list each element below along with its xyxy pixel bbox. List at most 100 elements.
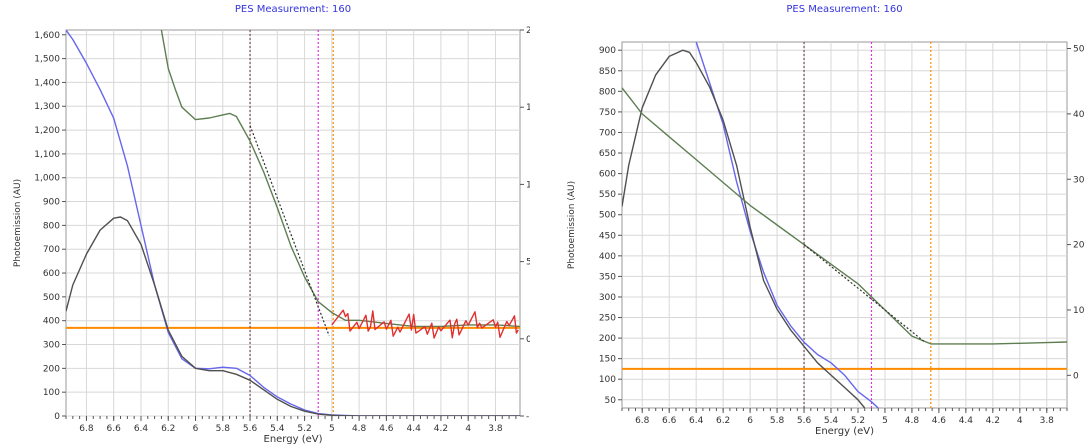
chart-title: PES Measurement: 160 (235, 4, 351, 15)
y-tick-label: 1,500 (34, 55, 60, 65)
series-line (160, 30, 520, 328)
series-line (622, 87, 1067, 345)
y2-tick-label: 15 (526, 103, 530, 113)
y-tick-label: 650 (599, 149, 616, 159)
y-tick-label: 0 (54, 412, 60, 422)
plot-area (621, 41, 1068, 409)
x-tick-label: 5.8 (770, 416, 785, 426)
x-tick-label: 5.6 (243, 424, 258, 434)
y2-tick-label: 40 (1073, 110, 1085, 120)
x-tick-label: 4 (1017, 416, 1023, 426)
y-axis-label: Photoemission (AU) (13, 179, 23, 267)
y-tick-label: 450 (599, 231, 616, 241)
y-tick-label: 700 (43, 245, 60, 255)
y2-tick-label: 0 (526, 335, 530, 345)
y-tick-label: 400 (599, 252, 616, 262)
y2-tick-label: 10 (1073, 306, 1085, 316)
x-tick-label: 6.6 (662, 416, 677, 426)
y-tick-label: 500 (599, 211, 616, 221)
series-line (622, 49, 866, 408)
series-line (695, 42, 879, 408)
y-tick-label: 150 (599, 355, 616, 365)
y-tick-label: 300 (43, 341, 60, 351)
y-tick-label: 250 (599, 314, 616, 324)
y-tick-label: 550 (599, 190, 616, 200)
x-tick-label: 6.4 (689, 416, 704, 426)
y-tick-label: 50 (605, 396, 617, 406)
y-tick-label: 900 (599, 46, 616, 56)
x-tick-label: 6 (193, 424, 199, 434)
x-tick-label: 6.4 (134, 424, 149, 434)
y-tick-label: 200 (599, 334, 616, 344)
y-tick-label: 1,400 (34, 78, 60, 88)
x-tick-label: 6.2 (161, 424, 175, 434)
chart-title: PES Measurement: 160 (786, 4, 902, 15)
y-tick-label: 800 (43, 221, 60, 231)
plot-area (65, 29, 521, 417)
chart-left: 6.8 6.6 6.4 6.2 6 5.8 5.6 5.4 5.2 5 4.8 4.6 4.4 4.2 4 3… (13, 4, 530, 444)
y-tick-label: 600 (43, 269, 60, 279)
x-tick-label: 5.6 (797, 416, 812, 426)
y-tick-label: 1,000 (34, 174, 60, 184)
y2-tick-label: 20 (526, 26, 530, 36)
y-tick-label: 1,600 (34, 31, 60, 41)
y2-tick-label: 0 (1073, 371, 1079, 381)
x-tick-label: 6 (747, 416, 753, 426)
y-axis-label: Photoemission (AU) (567, 181, 577, 269)
chart-right: 6.8 6.6 6.4 6.2 6 5.8 5.6 5.4 5.2 5 4.8 4.6 4.4 4.2 4 3… (567, 4, 1085, 437)
plot-content (66, 30, 520, 416)
series-line (66, 30, 520, 416)
x-tick-label: 4.6 (379, 424, 394, 434)
y-tick-label: 1,200 (34, 126, 60, 136)
x-tick-label: 4.4 (406, 424, 421, 434)
y2-tick-label: 30 (1073, 175, 1085, 185)
gap (530, 0, 562, 444)
y-tick-label: 500 (43, 293, 60, 303)
y-tick-label: 350 (599, 272, 616, 282)
x-tick-label: 6.8 (635, 416, 650, 426)
grid (622, 42, 1067, 408)
y-tick-label: 850 (599, 67, 616, 77)
y-tick-label: 100 (599, 375, 616, 385)
y-tick-label: 100 (43, 388, 60, 398)
y-tick-label: 1,300 (34, 102, 60, 112)
y2-tick-label: 5 (526, 258, 530, 268)
y-tick-label: 700 (599, 128, 616, 138)
x-tick-label: 5.4 (270, 424, 285, 434)
x-tick-label: 5.4 (824, 416, 839, 426)
x-tick-label: 4.8 (905, 416, 920, 426)
plot-content (622, 42, 1067, 408)
x-tick-label: 6.2 (716, 416, 730, 426)
y-tick-label: 200 (43, 364, 60, 374)
x-tick-label: 5.2 (297, 424, 311, 434)
y2-tick-label: 20 (1073, 241, 1085, 251)
y-tick-label: 400 (43, 317, 60, 327)
x-tick-label: 5.8 (216, 424, 231, 434)
y2-tick-label: -5 (526, 412, 530, 422)
y2-tick-label: 10 (526, 180, 530, 190)
x-axis-label: Energy (eV) (815, 426, 874, 437)
y-tick-label: 750 (599, 108, 616, 118)
x-tick-label: 5 (329, 424, 335, 434)
x-tick-label: 4 (465, 424, 471, 434)
y-tick-label: 800 (599, 87, 616, 97)
x-tick-label: 6.6 (107, 424, 122, 434)
series-line (66, 216, 520, 416)
x-tick-label: 5.2 (851, 416, 865, 426)
x-tick-label: 4.8 (352, 424, 367, 434)
x-tick-label: 4.2 (986, 416, 1000, 426)
series-line (249, 125, 330, 336)
x-tick-label: 3.8 (1040, 416, 1055, 426)
y-tick-label: 900 (43, 198, 60, 208)
y2-tick-label: 50 (1073, 45, 1085, 55)
x-tick-label: 4.4 (959, 416, 974, 426)
x-tick-label: 3.8 (488, 424, 503, 434)
x-tick-label: 4.2 (434, 424, 448, 434)
x-tick-label: 4.6 (932, 416, 947, 426)
y-tick-label: 600 (599, 170, 616, 180)
x-tick-label: 6.8 (79, 424, 94, 434)
grid (66, 30, 520, 417)
y-tick-label: 1,100 (34, 150, 60, 160)
x-axis-label: Energy (eV) (264, 434, 323, 444)
series-line (331, 309, 519, 339)
